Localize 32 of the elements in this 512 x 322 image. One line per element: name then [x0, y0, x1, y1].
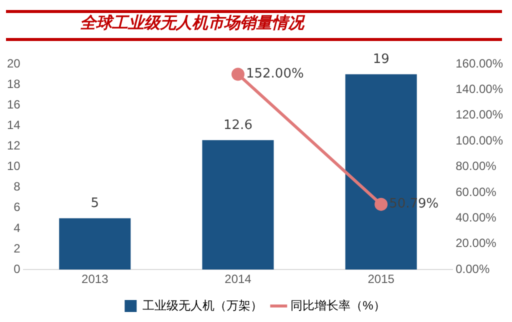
y-tick-label: 4 [14, 220, 21, 235]
y-tick-label: 6 [14, 200, 21, 214]
y2-tick-label: 0.00% [456, 262, 490, 276]
y2-tick-label: 120.00% [456, 108, 504, 122]
y-tick-label: 16 [6, 97, 21, 112]
x-tick-label: 2013 [82, 272, 109, 286]
x-tick-label: 2014 [224, 272, 252, 286]
chart-title: 全球工业级无人机市场销量情况 [80, 13, 304, 34]
legend-label: 工业级无人机（万架） [142, 298, 263, 312]
y2-tick-label: 40.00% [456, 210, 497, 225]
y-tick-label: 10 [6, 159, 21, 174]
y-tick-label: 18 [6, 76, 21, 91]
y2-tick-label: 80.00% [456, 159, 497, 174]
legend-label: 同比增长率（%） [290, 298, 386, 312]
y2-tick-label: 20.00% [456, 236, 497, 250]
y2-tick-label: 60.00% [456, 184, 497, 199]
x-tick-label: 2015 [368, 272, 395, 286]
y2-tick-label: 140.00% [456, 82, 504, 96]
bar [59, 218, 131, 270]
y-tick-label: 8 [14, 180, 21, 194]
y-tick-label: 14 [6, 118, 21, 132]
y2-tick-label: 160.00% [456, 56, 504, 70]
y-tick-label: 12 [6, 138, 21, 153]
y-tick-label: 0 [14, 262, 21, 276]
data-label: 12.6 [224, 118, 252, 133]
data-label: 19 [372, 52, 390, 68]
data-label: 152.00% [246, 66, 304, 82]
y2-tick-label: 100.00% [456, 133, 504, 148]
data-label: 5 [90, 196, 100, 212]
bar [202, 140, 274, 270]
y-tick-label: 20 [6, 56, 21, 70]
y-tick-label: 2 [14, 241, 21, 256]
